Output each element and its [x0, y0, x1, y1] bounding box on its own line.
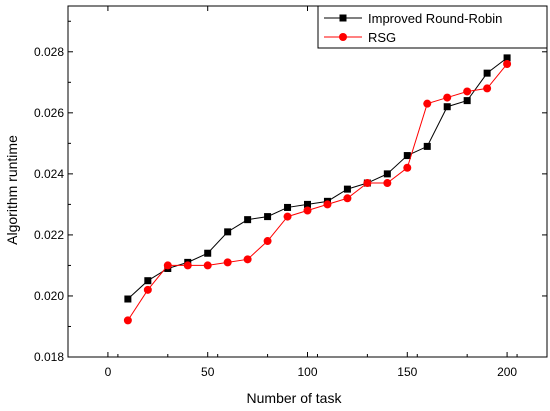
data-point [363, 179, 372, 188]
data-point [403, 163, 412, 172]
series-layer [123, 54, 512, 325]
x-axis-title: Number of task [247, 390, 343, 406]
data-point [303, 206, 312, 215]
y-tick-label: 0.018 [34, 350, 64, 364]
legend-label: RSG [368, 30, 396, 45]
x-tick-label: 50 [201, 365, 215, 379]
data-point [483, 84, 492, 93]
x-tick-label: 200 [497, 365, 517, 379]
data-point [403, 152, 411, 160]
data-point [203, 261, 212, 270]
plot-area [67, 5, 548, 358]
data-point [263, 237, 272, 246]
axis-ticks: 0 50 100 150 200 0.018 0.020 0.022 0.024 0.026 0.0… [34, 6, 547, 379]
data-point [283, 212, 292, 221]
data-point [183, 261, 192, 270]
data-point [503, 54, 511, 62]
data-point [204, 249, 212, 257]
data-point [343, 185, 351, 193]
y-tick-label: 0.022 [34, 228, 64, 242]
legend-marker [339, 33, 347, 41]
data-point [264, 213, 272, 221]
data-point [463, 87, 472, 96]
data-point [123, 316, 132, 325]
series-line-1 [127, 63, 508, 321]
data-point [423, 99, 432, 108]
data-point [443, 103, 451, 111]
data-point [143, 285, 152, 294]
y-tick-label: 0.026 [34, 106, 64, 120]
data-point [304, 200, 311, 208]
data-point [503, 59, 512, 68]
data-point [284, 203, 292, 211]
y-axis-title: Algorithm runtime [4, 135, 20, 245]
y-tick-label: 0.028 [34, 45, 64, 59]
legend-box [317, 5, 548, 49]
data-point [144, 277, 152, 285]
data-point [423, 142, 431, 150]
x-tick-label: 0 [105, 365, 112, 379]
y-tick-label: 0.020 [34, 289, 64, 303]
data-point [463, 97, 471, 105]
data-point [224, 228, 232, 236]
data-point [244, 216, 252, 224]
y-tick-label: 0.024 [34, 167, 64, 181]
data-point [124, 295, 132, 303]
data-point [483, 69, 491, 77]
data-point [383, 170, 391, 178]
data-point [323, 200, 332, 209]
data-point [243, 255, 252, 264]
data-point [383, 179, 392, 188]
x-tick-label: 150 [397, 365, 417, 379]
legend-label: Improved Round-Robin [368, 11, 502, 26]
data-point [443, 93, 452, 102]
x-tick-label: 100 [297, 365, 317, 379]
legend: Improved Round-Robin RSG [317, 5, 548, 49]
data-point [223, 258, 232, 267]
legend-marker [339, 14, 347, 22]
data-point [343, 194, 352, 203]
plot-frame [67, 5, 548, 358]
data-point [163, 261, 172, 270]
